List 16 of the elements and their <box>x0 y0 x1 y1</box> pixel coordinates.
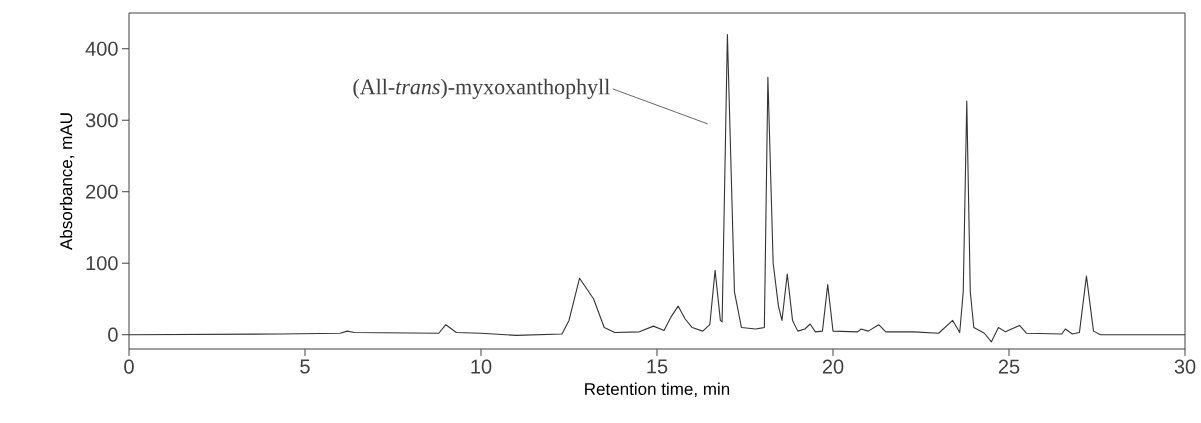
x-tick-label: 15 <box>647 359 668 374</box>
y-tick-label: 100 <box>86 256 118 271</box>
x-tick-label: 5 <box>300 359 310 374</box>
y-tick-label: 300 <box>85 113 118 128</box>
x-tick-label: 0 <box>124 359 134 374</box>
x-tick-label: 25 <box>998 359 1020 374</box>
x-tick-label: 10 <box>471 359 492 374</box>
y-tick-label: 200 <box>86 184 118 199</box>
x-tick-label: 30 <box>1174 359 1196 374</box>
x-axis-title: Retention time, min <box>585 382 730 398</box>
x-tick-label: 20 <box>822 359 844 374</box>
y-axis-title: Absorbance, mAU <box>59 113 75 250</box>
y-tick-label: 0 <box>108 327 118 342</box>
y-tick-label: 400 <box>85 41 118 56</box>
annotation: (All-trans)-myxoxanthophyll <box>353 78 610 99</box>
line-series <box>128 33 1186 343</box>
